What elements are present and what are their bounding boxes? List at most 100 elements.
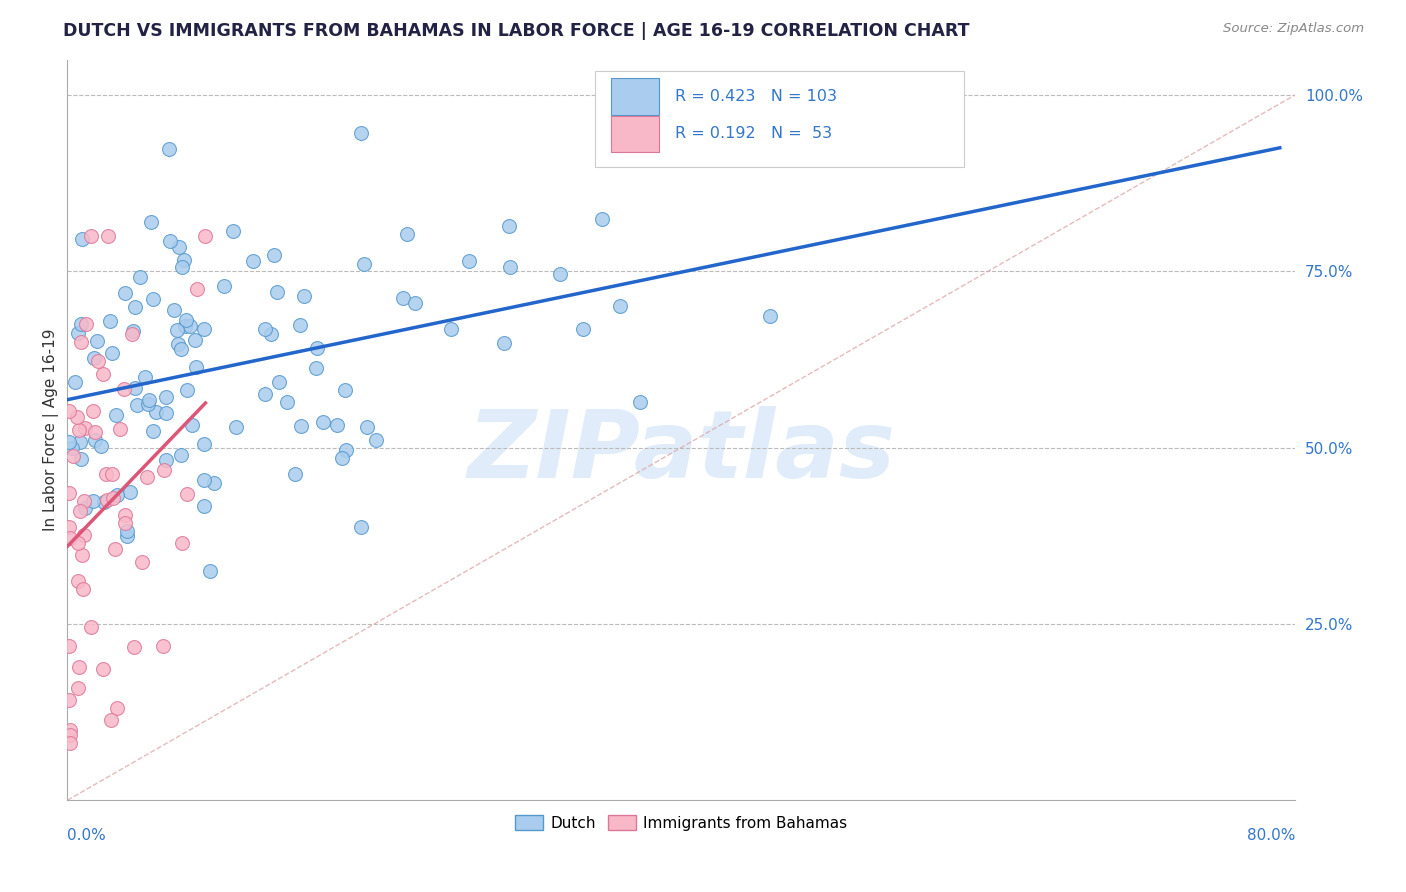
Point bbox=[193, 499, 215, 513]
Point bbox=[253, 322, 276, 336]
Point bbox=[225, 420, 247, 434]
Point bbox=[176, 486, 198, 500]
Point bbox=[115, 524, 138, 538]
Point bbox=[142, 424, 165, 438]
Point bbox=[67, 535, 90, 549]
Point bbox=[349, 520, 371, 534]
Point bbox=[98, 314, 121, 328]
Point bbox=[759, 309, 782, 323]
Point bbox=[335, 443, 357, 458]
Point bbox=[67, 423, 90, 437]
Point bbox=[69, 317, 91, 331]
Point bbox=[83, 425, 105, 440]
Point bbox=[186, 282, 208, 296]
Point bbox=[100, 346, 122, 360]
Point bbox=[391, 291, 413, 305]
Text: R = 0.192   N =  53: R = 0.192 N = 53 bbox=[675, 126, 832, 141]
Point bbox=[440, 322, 463, 336]
Point bbox=[69, 434, 91, 449]
Point bbox=[222, 224, 245, 238]
Point bbox=[58, 435, 80, 450]
Point bbox=[179, 319, 201, 334]
Point bbox=[96, 492, 118, 507]
Point bbox=[350, 126, 373, 140]
Point bbox=[112, 382, 135, 396]
Point bbox=[263, 248, 285, 262]
Point bbox=[152, 463, 174, 477]
Point bbox=[194, 229, 217, 244]
Point bbox=[70, 232, 93, 246]
Point bbox=[83, 433, 105, 447]
Point bbox=[67, 660, 90, 674]
Point bbox=[174, 318, 197, 333]
Point bbox=[499, 260, 522, 274]
Point bbox=[118, 485, 141, 500]
Point bbox=[59, 531, 82, 545]
Point bbox=[93, 662, 115, 676]
Point bbox=[58, 404, 80, 418]
Point bbox=[69, 503, 91, 517]
Point bbox=[498, 219, 520, 233]
Point bbox=[193, 473, 215, 487]
Point bbox=[155, 453, 177, 467]
Point bbox=[155, 390, 177, 404]
Point bbox=[166, 323, 188, 337]
FancyBboxPatch shape bbox=[612, 78, 659, 115]
Point bbox=[155, 406, 177, 420]
FancyBboxPatch shape bbox=[595, 70, 963, 167]
Point bbox=[83, 351, 105, 365]
Point bbox=[63, 375, 86, 389]
Point bbox=[124, 380, 146, 394]
Point bbox=[66, 326, 89, 341]
Point bbox=[60, 441, 83, 455]
Point bbox=[266, 285, 288, 299]
Point bbox=[122, 640, 145, 655]
Point bbox=[66, 574, 89, 588]
Point bbox=[184, 359, 207, 374]
Point bbox=[276, 394, 298, 409]
Point bbox=[364, 433, 387, 447]
Point bbox=[193, 437, 215, 451]
Point bbox=[288, 318, 311, 332]
Point bbox=[458, 254, 481, 268]
Point bbox=[82, 494, 104, 508]
Point bbox=[93, 495, 115, 509]
Point bbox=[193, 321, 215, 335]
Point bbox=[572, 322, 595, 336]
Point bbox=[136, 397, 159, 411]
FancyBboxPatch shape bbox=[612, 116, 659, 152]
Point bbox=[169, 448, 191, 462]
Point bbox=[157, 142, 180, 156]
Point bbox=[104, 542, 127, 557]
Point bbox=[492, 336, 515, 351]
Point bbox=[58, 520, 80, 534]
Point bbox=[104, 409, 127, 423]
Point bbox=[312, 415, 335, 429]
Point bbox=[212, 279, 235, 293]
Point bbox=[124, 301, 146, 315]
Point bbox=[59, 728, 82, 742]
Point bbox=[134, 370, 156, 384]
Point bbox=[630, 395, 652, 409]
Point bbox=[73, 527, 96, 541]
Point bbox=[86, 334, 108, 348]
Point bbox=[135, 470, 157, 484]
Text: 0.0%: 0.0% bbox=[67, 829, 107, 843]
Point bbox=[122, 324, 145, 338]
Point bbox=[87, 354, 110, 368]
Point bbox=[305, 360, 328, 375]
Point bbox=[292, 289, 315, 303]
Point bbox=[180, 418, 202, 433]
Point bbox=[94, 467, 117, 482]
Point bbox=[176, 313, 198, 327]
Point bbox=[91, 368, 114, 382]
Point bbox=[142, 292, 165, 306]
Point bbox=[163, 303, 186, 318]
Point bbox=[90, 439, 112, 453]
Text: ZIPatlas: ZIPatlas bbox=[467, 406, 896, 498]
Point bbox=[101, 467, 124, 482]
Point bbox=[326, 418, 349, 433]
Point bbox=[198, 564, 221, 578]
Point bbox=[290, 418, 312, 433]
Text: Source: ZipAtlas.com: Source: ZipAtlas.com bbox=[1223, 22, 1364, 36]
